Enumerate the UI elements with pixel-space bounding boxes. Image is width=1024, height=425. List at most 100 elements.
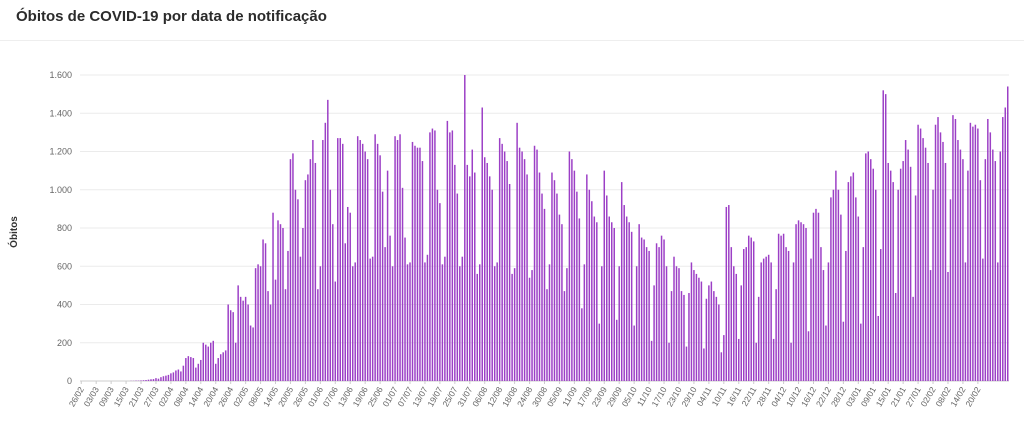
bar	[366, 159, 369, 381]
bar	[952, 115, 954, 381]
bar	[436, 189, 439, 381]
bar	[312, 140, 314, 381]
bar	[451, 130, 454, 381]
bar	[581, 308, 583, 381]
bar	[217, 358, 219, 381]
bar	[1002, 117, 1004, 381]
bar	[364, 151, 366, 381]
bar	[185, 358, 187, 381]
bar	[257, 264, 259, 381]
bar	[356, 136, 359, 381]
bar	[979, 180, 982, 381]
bar	[187, 356, 190, 381]
bar	[511, 273, 513, 381]
bar	[190, 357, 192, 381]
bar	[297, 199, 299, 381]
bar	[623, 205, 625, 381]
bar	[603, 170, 606, 382]
bar	[269, 304, 272, 381]
bar	[309, 159, 312, 381]
bar	[406, 264, 409, 381]
bar	[404, 237, 406, 381]
bar	[349, 212, 351, 381]
bar	[997, 262, 999, 381]
bar	[249, 325, 252, 381]
bar	[668, 342, 670, 381]
bar	[982, 258, 984, 381]
bar	[342, 143, 344, 381]
bar	[665, 266, 668, 381]
bar	[807, 331, 810, 381]
bar	[361, 143, 364, 381]
bar	[229, 310, 232, 381]
bar	[875, 189, 877, 381]
y-axis-label: Óbitos	[7, 216, 20, 248]
bar	[1004, 107, 1007, 381]
bar	[790, 342, 792, 381]
bar	[446, 120, 449, 382]
bar	[922, 138, 924, 381]
bar	[543, 208, 546, 382]
bar	[683, 294, 685, 381]
bar	[797, 220, 800, 381]
bar	[954, 118, 957, 382]
bar	[563, 291, 566, 381]
bar	[591, 201, 593, 381]
bar	[670, 291, 673, 381]
bar	[909, 166, 912, 381]
bar	[972, 126, 974, 381]
bar	[247, 304, 249, 381]
bar	[698, 277, 700, 381]
bar	[160, 377, 162, 381]
bar	[934, 124, 937, 381]
bar	[967, 170, 969, 382]
bar	[533, 145, 536, 381]
bar	[498, 138, 501, 381]
bar	[772, 338, 775, 381]
bar	[959, 149, 962, 381]
bar	[615, 319, 618, 381]
bar	[536, 149, 538, 381]
bar	[588, 189, 591, 381]
bar	[279, 224, 282, 381]
bar	[932, 189, 934, 381]
bar	[210, 342, 212, 381]
bar	[974, 124, 977, 381]
bar	[949, 199, 952, 381]
bar	[274, 279, 277, 381]
bar	[317, 289, 319, 381]
bar	[944, 162, 947, 381]
bar	[852, 172, 855, 381]
bar	[339, 138, 342, 381]
bar	[493, 266, 496, 381]
bar	[792, 262, 795, 381]
bar	[628, 222, 630, 381]
bar	[327, 99, 329, 382]
chart-title: Óbitos de COVID-19 por data de notificaç…	[16, 8, 327, 25]
bar	[720, 352, 723, 381]
bar	[855, 197, 857, 381]
bar	[192, 358, 195, 381]
bar	[449, 132, 451, 382]
bar	[882, 90, 884, 382]
bar	[508, 184, 511, 381]
bar	[441, 264, 444, 381]
bar	[835, 170, 837, 382]
bar	[598, 323, 601, 382]
bar	[688, 293, 690, 381]
bar	[332, 224, 334, 381]
y-tick-label: 1.400	[49, 108, 72, 118]
bar	[750, 237, 752, 381]
bar	[314, 162, 317, 381]
bar	[660, 235, 663, 381]
bar	[845, 250, 847, 381]
bar	[924, 147, 927, 381]
bar	[177, 369, 180, 381]
bar	[503, 151, 506, 381]
bar	[775, 289, 777, 381]
bar	[374, 134, 376, 381]
bar	[586, 174, 588, 381]
bar	[207, 346, 210, 381]
x-tick-label: 05/10	[620, 385, 639, 409]
bar	[282, 228, 284, 381]
